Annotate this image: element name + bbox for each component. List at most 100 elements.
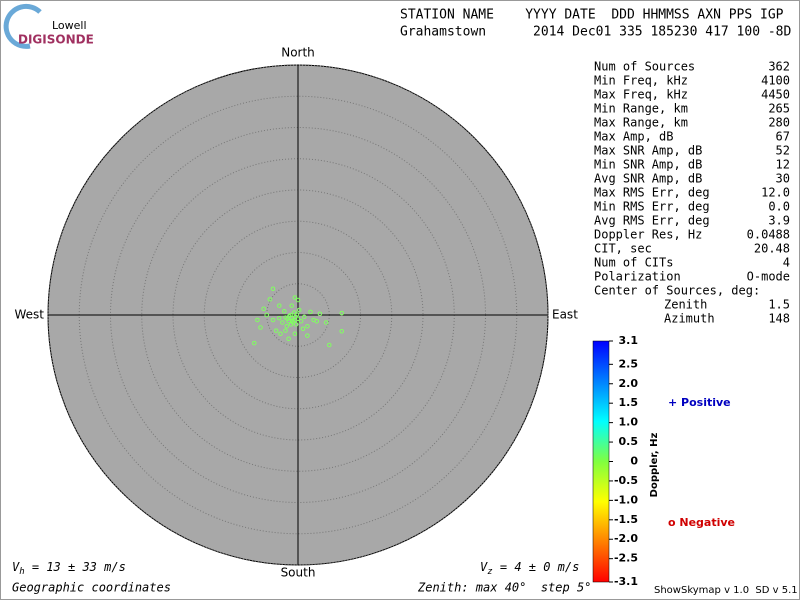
stat-label: Min SNR Amp, dB xyxy=(594,158,702,172)
source-point xyxy=(295,297,301,303)
stat-value: 280 xyxy=(768,116,790,130)
center-label: Azimuth xyxy=(664,312,715,326)
stat-value: 52 xyxy=(776,144,790,158)
dir-north: North xyxy=(281,46,315,60)
source-point xyxy=(255,317,260,323)
stat-label: Min RMS Err, deg xyxy=(594,200,710,214)
header-values: Grahamstown 2014 Dec01 335 185230 417 10… xyxy=(400,25,792,40)
stat-label: Max Freq, kHz xyxy=(594,88,688,102)
center-value: 1.5 xyxy=(768,298,790,312)
stat-value: 4100 xyxy=(761,74,790,88)
coords-label: Geographic coordinates xyxy=(12,581,171,595)
source-point xyxy=(308,309,313,315)
header-columns: STATION NAME YYYY DATE DDD HHMMSS AXN PP… xyxy=(400,8,784,23)
stat-value: 12.0 xyxy=(761,186,790,200)
stat-value: 0.0488 xyxy=(747,228,790,242)
source-point xyxy=(323,320,329,325)
source-point xyxy=(288,322,294,327)
stat-label: Num of Sources xyxy=(594,60,695,74)
velocity-part: z xyxy=(487,567,492,577)
source-point xyxy=(289,303,295,308)
stat-value: 4 xyxy=(783,256,790,270)
version-label: ShowSkymap v 1.0 SD v 5.1 xyxy=(654,585,798,596)
dir-west: West xyxy=(14,308,44,322)
source-point xyxy=(292,331,298,337)
source-point xyxy=(283,328,288,333)
source-point xyxy=(305,323,310,329)
source-point xyxy=(339,310,345,316)
colorbar-tick-label: -2.0 xyxy=(614,532,638,545)
stat-label: CIT, sec xyxy=(594,242,652,256)
stat-label: Polarization xyxy=(594,270,681,284)
source-point xyxy=(273,328,279,333)
stat-value: 12 xyxy=(776,158,790,172)
source-point xyxy=(292,295,298,300)
velocity-part: h xyxy=(19,567,24,577)
stat-value: 67 xyxy=(776,130,790,144)
velocity-vz: Vz = 4 ± 0 m/s xyxy=(480,560,579,577)
stat-value: 265 xyxy=(768,102,790,116)
source-point xyxy=(267,297,273,302)
colorbar-tick-label: -3.1 xyxy=(614,575,638,588)
source-point xyxy=(270,286,276,292)
colorbar-tick-label: -0.5 xyxy=(614,474,638,487)
velocity-vh: Vh = 13 ± 33 m/s xyxy=(12,560,126,577)
stat-value: 362 xyxy=(768,60,790,74)
legend-positive: + Positive xyxy=(668,396,731,409)
source-point xyxy=(339,328,345,334)
source-point xyxy=(284,323,290,329)
stat-value: O-mode xyxy=(747,270,790,284)
dir-east: East xyxy=(552,308,578,322)
stat-label: Max SNR Amp, dB xyxy=(594,144,702,158)
stat-label: Avg SNR Amp, dB xyxy=(594,172,702,186)
center-value: 148 xyxy=(768,312,790,326)
stat-label: Num of CITs xyxy=(594,256,673,270)
velocity-part: V xyxy=(480,560,488,574)
stat-value: 30 xyxy=(776,172,790,186)
stat-label: Min Freq, kHz xyxy=(594,74,688,88)
source-point xyxy=(264,312,270,318)
velocity-part: = 4 ± 0 m/s xyxy=(493,560,580,574)
stat-label: Avg RMS Err, deg xyxy=(594,214,710,228)
stat-label: Max Range, km xyxy=(594,116,688,130)
source-point xyxy=(290,318,295,323)
colorbar-tick-label: 2.5 xyxy=(619,357,639,370)
source-point xyxy=(298,318,304,324)
source-point xyxy=(301,314,307,320)
velocity-part: = 13 ± 33 m/s xyxy=(25,560,126,574)
legend-negative: o Negative xyxy=(668,516,735,529)
colorbar-tick-label: 1.5 xyxy=(619,396,639,409)
source-point xyxy=(296,307,302,313)
source-point xyxy=(300,326,306,332)
source-point xyxy=(280,320,285,325)
colorbar-tick-label: -2.5 xyxy=(614,552,638,565)
stat-value: 20.48 xyxy=(754,242,790,256)
center-title: Center of Sources, deg: xyxy=(594,284,760,298)
logo-top: Lowell xyxy=(52,19,87,32)
source-point xyxy=(258,325,263,330)
logo-bottom: DIGISONDE xyxy=(18,33,94,47)
source-point xyxy=(281,308,287,314)
source-point xyxy=(326,342,332,348)
colorbar-tick-label: 0 xyxy=(630,455,638,468)
source-point xyxy=(270,317,276,323)
colorbar-tick-label: -1.5 xyxy=(614,513,638,526)
velocity-part: V xyxy=(12,560,20,574)
source-point xyxy=(317,311,323,317)
colorbar-tick-label: 3.1 xyxy=(619,334,639,347)
colorbar-label: Doppler, Hz xyxy=(649,433,660,498)
colorbar-tick-label: 1.0 xyxy=(619,416,639,429)
stat-label: Max RMS Err, deg xyxy=(594,186,710,200)
source-point xyxy=(261,306,266,312)
colorbar xyxy=(592,340,610,583)
logo-swoosh xyxy=(3,3,42,49)
source-point xyxy=(305,333,310,338)
source-point xyxy=(314,318,320,324)
source-point xyxy=(276,315,282,321)
source-point xyxy=(293,322,299,327)
stat-label: Min Range, km xyxy=(594,102,688,116)
stat-value: 0.0 xyxy=(768,200,790,214)
colorbar-tick-label: 0.5 xyxy=(619,435,639,448)
colorbar-tick-label: -1.0 xyxy=(614,493,638,506)
